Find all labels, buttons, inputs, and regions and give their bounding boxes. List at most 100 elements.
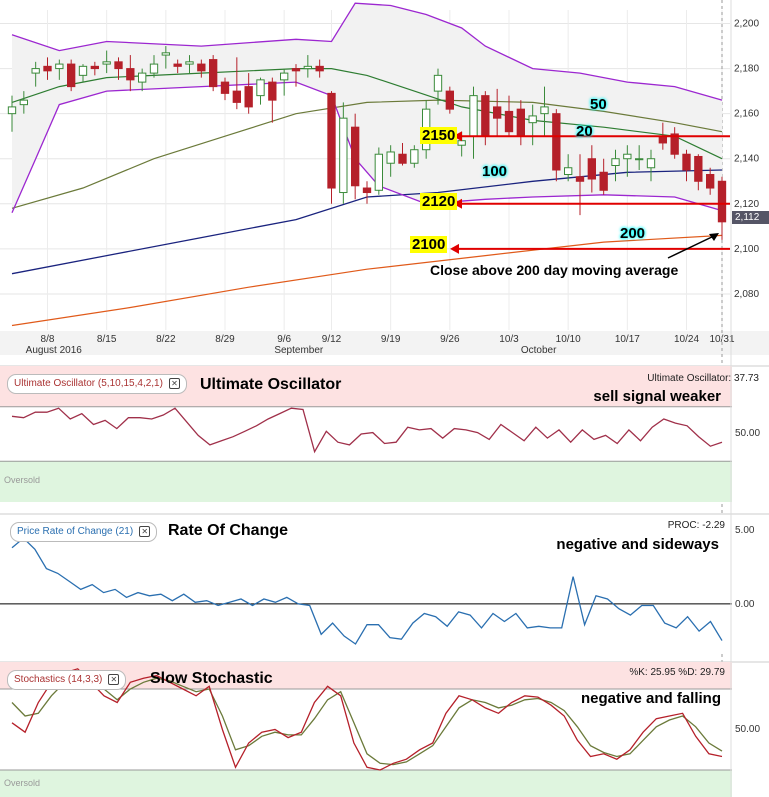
stoch-oversold-zone — [0, 770, 732, 797]
ultimate-oscillator-ytick: 50.00 — [735, 428, 761, 439]
candle-body — [173, 63, 182, 67]
roc-comment: negative and sideways — [556, 536, 719, 553]
close-icon[interactable]: ✕ — [168, 378, 180, 389]
candle-body — [457, 140, 466, 146]
ma50-label: 50 — [590, 96, 607, 113]
date-tick: 9/12 — [322, 334, 342, 345]
annotation-arrow-head — [709, 233, 719, 241]
candle-body — [315, 65, 324, 72]
price-y-tick: 2,140 — [734, 154, 759, 165]
candle-body — [599, 171, 608, 191]
ultimate-oscillator-line — [11, 407, 723, 454]
candle-body — [469, 95, 478, 137]
date-tick: 10/3 — [499, 334, 519, 345]
ma200-label: 200 — [620, 225, 646, 242]
price-y-tick: 2,160 — [734, 109, 759, 120]
candle-body — [705, 174, 715, 189]
candle-body — [362, 187, 372, 194]
roc-tag-label: Price Rate of Change (21) — [17, 526, 134, 537]
close-icon[interactable]: ✕ — [108, 674, 120, 685]
candle-body — [232, 90, 242, 103]
candle-body — [481, 95, 490, 137]
candle-body — [102, 61, 111, 65]
oversold-zone — [0, 461, 732, 502]
date-tick: 8/15 — [97, 334, 117, 345]
ultimate-oscillator-title: Ultimate Oscillator — [200, 376, 342, 393]
candle-body — [268, 81, 277, 101]
candle-body — [670, 133, 679, 155]
price-y-tick: 2,200 — [734, 19, 759, 30]
candle-body — [244, 86, 253, 108]
stochastic-readout: %K: 25.95 %D: 29.79 — [629, 667, 725, 678]
stochastic-tag-label: Stochastics (14,3,3) — [14, 674, 103, 685]
candle-body — [55, 63, 64, 70]
candle-body — [386, 151, 395, 164]
candle-body — [291, 68, 301, 72]
date-tick: 10/31 — [709, 334, 734, 345]
candle-body — [208, 59, 218, 88]
stochastic-d-line — [11, 674, 723, 766]
candle-body — [137, 72, 147, 83]
price-y-tick: 2,120 — [734, 199, 759, 210]
candle-body — [398, 153, 407, 164]
roc-readout: PROC: -2.29 — [667, 520, 725, 531]
date-tick: 9/6 — [277, 334, 291, 345]
level-label-2100: 2100 — [410, 236, 448, 253]
date-tick: 10/17 — [615, 334, 640, 345]
candle-body — [78, 65, 88, 76]
candle-body — [433, 74, 443, 92]
roc-line — [11, 537, 723, 645]
candle-body — [303, 65, 313, 70]
candle-body — [31, 68, 40, 74]
candle-body — [694, 155, 703, 182]
candle-body — [658, 135, 668, 144]
close-icon[interactable]: ✕ — [139, 526, 151, 537]
candle-body — [623, 153, 632, 160]
candle-body — [717, 180, 727, 223]
candle-body — [90, 65, 100, 70]
date-tick: 8/22 — [156, 334, 176, 345]
candle-body — [445, 90, 455, 110]
annotation-200ma: Close above 200 day moving average — [430, 262, 679, 278]
roc-ytick-0: 0.00 — [735, 599, 755, 610]
level-label-2150: 2150 — [420, 127, 458, 144]
candle-body — [256, 79, 265, 97]
ultimate-oscillator-tag[interactable]: Ultimate Oscillator (5,10,15,4,2,1) ✕ — [7, 374, 187, 394]
date-tick: 9/26 — [440, 334, 460, 345]
candle-body — [504, 110, 514, 133]
candle-body — [339, 117, 348, 194]
level-arrow — [453, 131, 462, 142]
stochastic-tag[interactable]: Stochastics (14,3,3) ✕ — [7, 670, 127, 690]
candle-body — [220, 81, 230, 94]
candle-body — [327, 92, 336, 189]
candle-body — [528, 115, 537, 124]
candle-body — [66, 63, 76, 88]
candle-body — [279, 72, 289, 81]
roc-tag[interactable]: Price Rate of Change (21) ✕ — [10, 522, 158, 542]
candle-body — [552, 113, 561, 171]
stochastic-oversold-label: Oversold — [4, 778, 41, 788]
candle-body — [575, 176, 585, 182]
candle-body — [19, 99, 29, 106]
candle-body — [197, 63, 206, 72]
candle-body — [410, 149, 419, 164]
candle-body — [563, 167, 573, 176]
candle-body — [126, 68, 135, 81]
date-tick: 8/29 — [215, 334, 235, 345]
candle-body — [682, 153, 691, 171]
last-price-label: 2,112 — [732, 211, 769, 224]
candle-body — [646, 158, 656, 169]
price-y-tick: 2,080 — [734, 289, 759, 300]
stochastic-title: Slow Stochastic — [150, 670, 273, 687]
candle-body — [587, 158, 597, 180]
candle-body — [611, 158, 620, 166]
month-label: October — [521, 345, 557, 356]
price-y-tick: 2,180 — [734, 64, 759, 75]
date-tick: 10/24 — [674, 334, 699, 345]
ma50-line — [11, 99, 723, 209]
candle-body — [634, 158, 644, 161]
roc-title: Rate Of Change — [168, 522, 289, 539]
date-tick: 9/19 — [381, 334, 401, 345]
candle-body — [516, 108, 526, 137]
candle-body — [114, 61, 123, 70]
